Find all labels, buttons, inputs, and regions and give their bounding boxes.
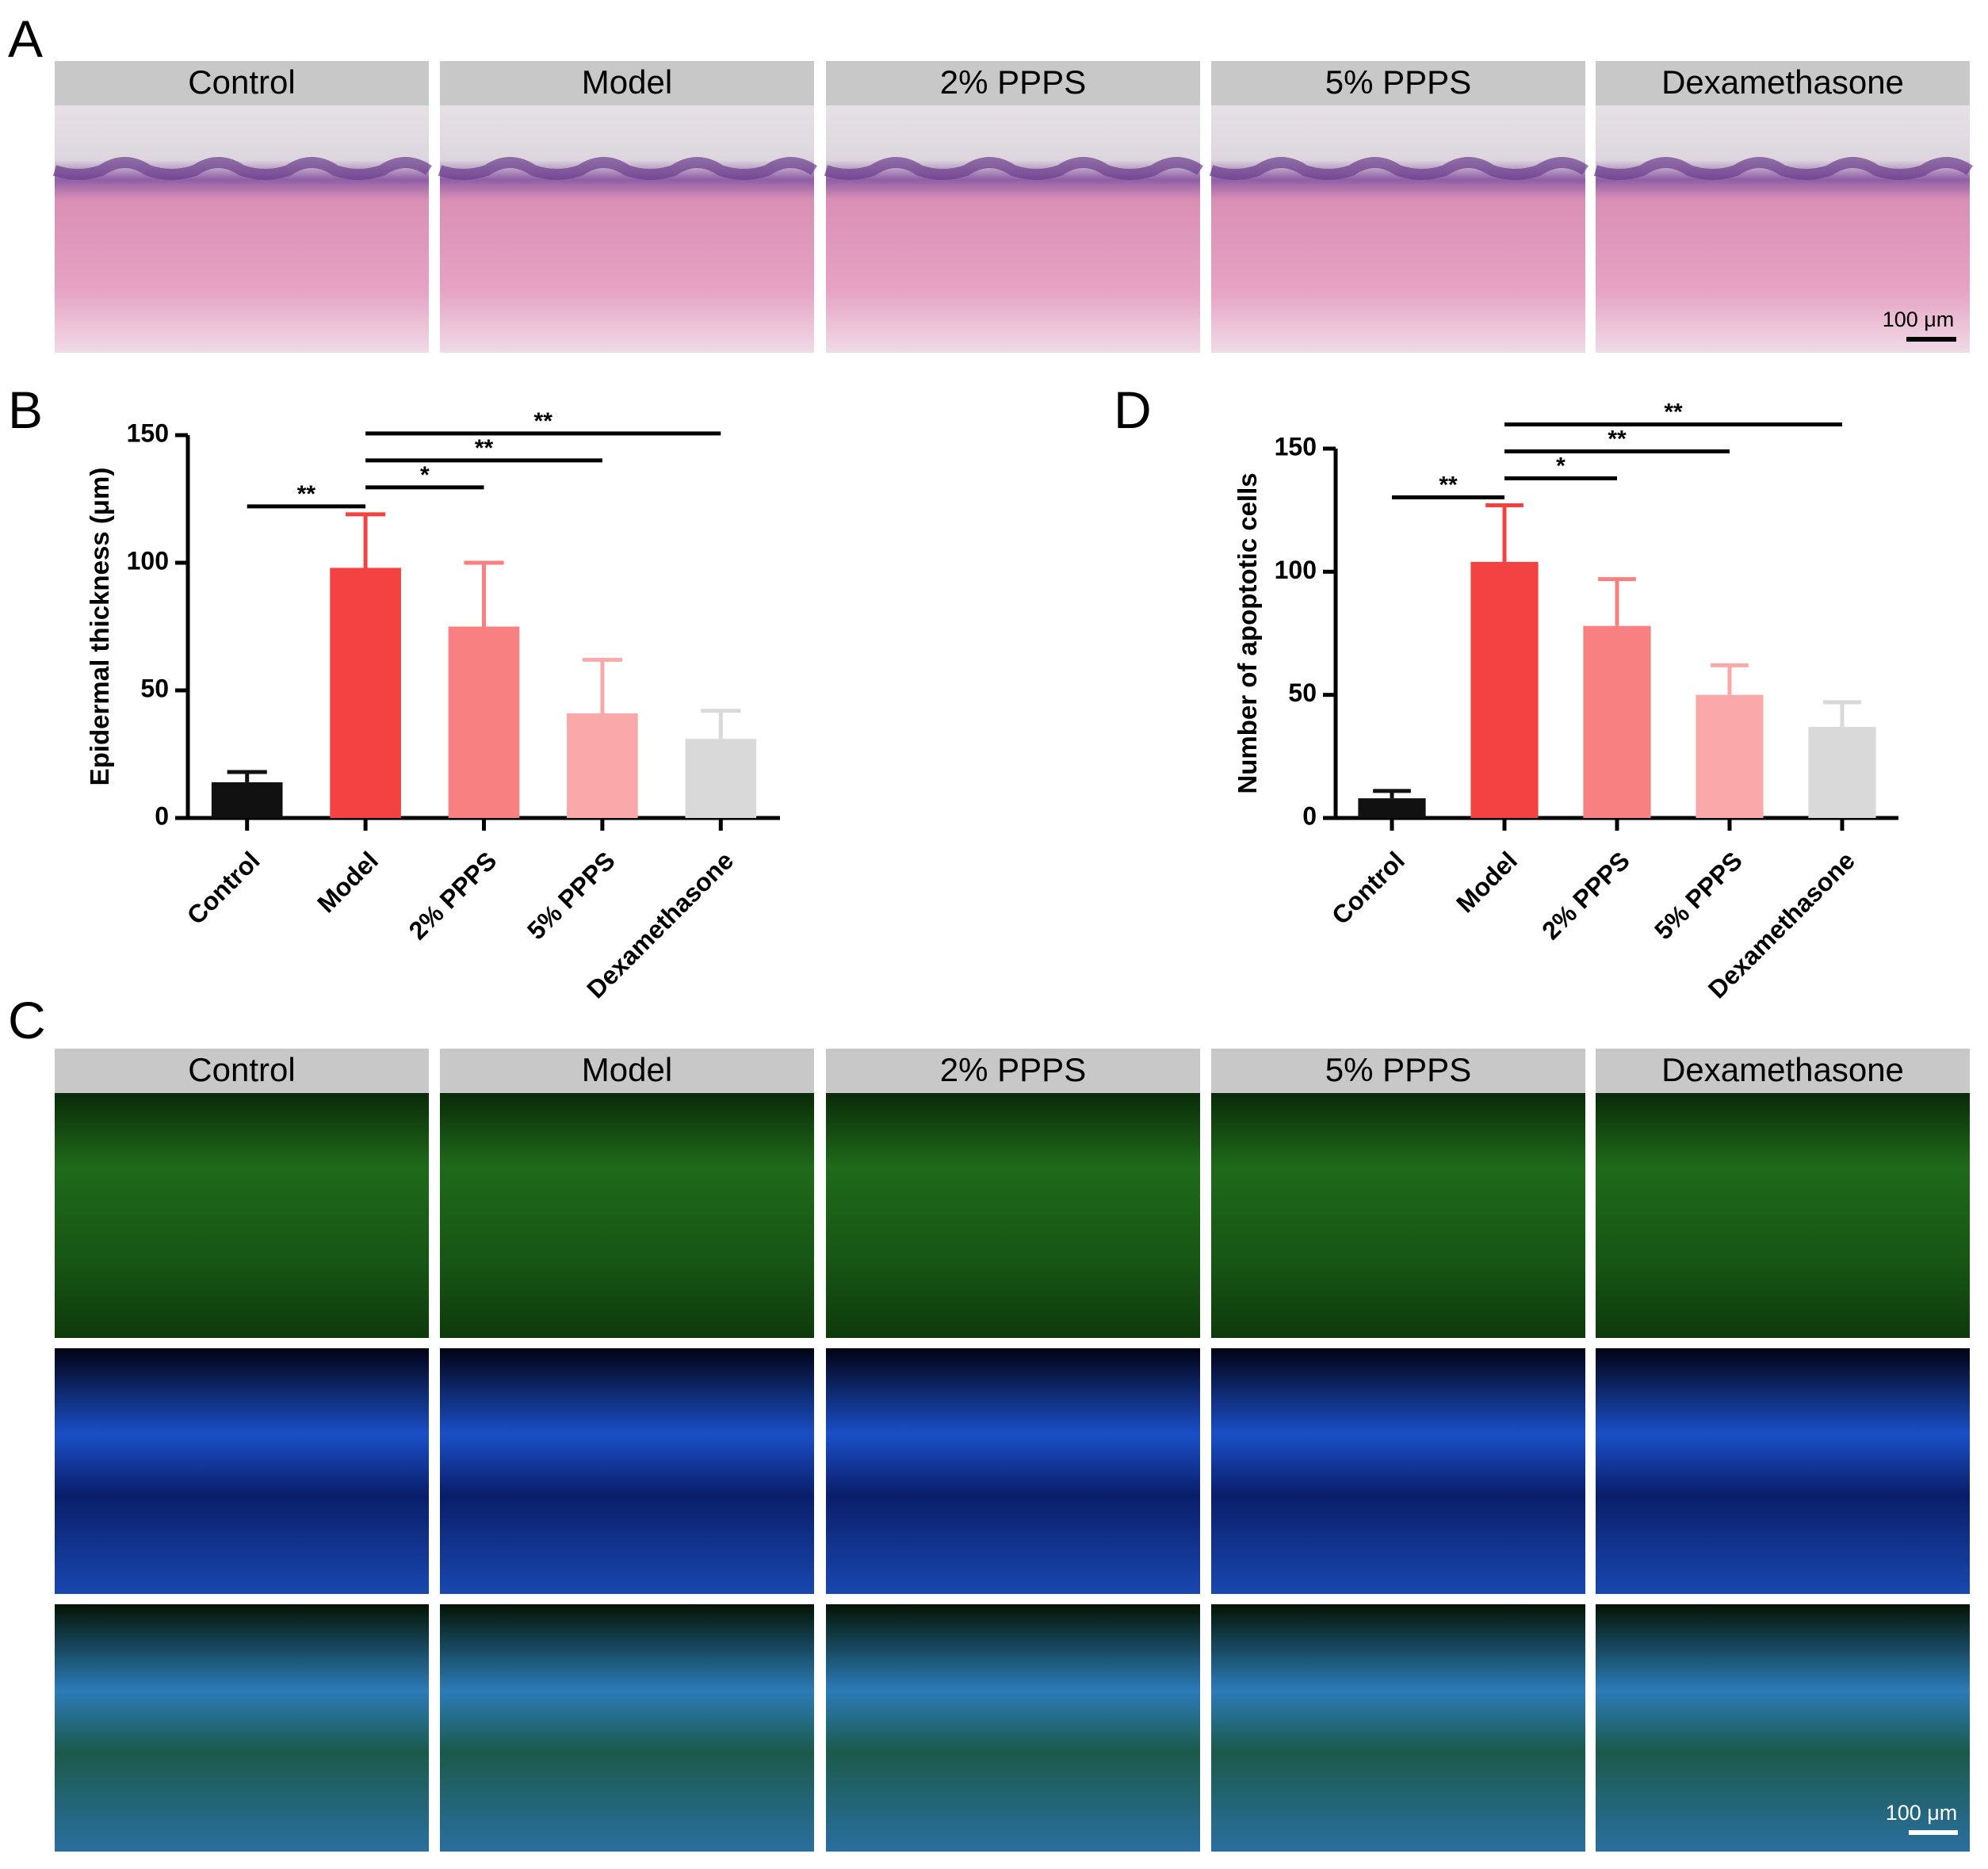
micrograph (1211, 1348, 1585, 1594)
micrograph (826, 105, 1200, 353)
micrograph (440, 105, 814, 353)
header-bar (826, 61, 1200, 105)
micrograph (440, 1348, 814, 1594)
header-bar (55, 61, 429, 105)
header-bar (1211, 61, 1585, 105)
scale-bar-label: 100 μm (1886, 1801, 1958, 1825)
header-bar (1596, 61, 1970, 105)
y-tick-label: 100 (127, 546, 169, 575)
panel-header: 5% PPPS (1325, 63, 1471, 101)
significance-label: ** (534, 408, 553, 434)
header-bar (440, 1049, 814, 1093)
x-tick-label: Control (1326, 846, 1410, 930)
epidermis (1209, 157, 1588, 180)
bar (1358, 798, 1426, 818)
bar (567, 713, 638, 818)
x-tick-label: 2% PPPS (403, 846, 503, 945)
significance-label: * (420, 462, 430, 488)
micrograph (1596, 1093, 1970, 1338)
panel-letter: B (8, 380, 43, 439)
y-tick-label: 50 (140, 674, 169, 702)
panel-letter: C (8, 991, 46, 1049)
y-tick-label: 0 (1302, 801, 1317, 830)
header-bar (440, 61, 814, 105)
bar (1696, 694, 1764, 818)
micrograph (55, 1093, 429, 1338)
panel-header: 2% PPPS (940, 1051, 1086, 1088)
y-tick-label: 0 (155, 801, 169, 830)
significance-label: ** (475, 435, 494, 461)
scale-bar-label: 100 μm (1883, 308, 1955, 331)
micrograph (1596, 1604, 1970, 1852)
header-bar (1596, 1049, 1970, 1093)
micrograph (1211, 1093, 1585, 1338)
x-tick-label: Control (182, 846, 266, 930)
bar (1470, 561, 1539, 818)
panel-header: Model (582, 1051, 672, 1088)
y-axis-label: Number of apoptotic cells (1233, 472, 1262, 793)
epidermis (824, 157, 1203, 180)
panel-header: Control (188, 63, 295, 101)
bar (685, 739, 757, 818)
micrograph (440, 1093, 814, 1338)
micrograph (1596, 105, 1970, 353)
panel-header: Dexamethasone (1661, 63, 1904, 101)
y-tick-label: 150 (127, 419, 169, 447)
panel-letter: A (8, 10, 43, 68)
epidermis (1593, 157, 1973, 180)
significance-label: ** (1608, 426, 1627, 452)
epidermis (438, 157, 817, 180)
micrograph (1211, 105, 1585, 353)
panel-header: 5% PPPS (1325, 1051, 1471, 1088)
micrograph (55, 105, 429, 353)
bar (1808, 727, 1876, 818)
x-tick-label: Model (312, 846, 384, 918)
significance-label: ** (1664, 399, 1683, 425)
significance-label: ** (297, 481, 316, 507)
header-bar (1211, 1049, 1585, 1093)
bar (1583, 625, 1651, 818)
y-axis-label: Epidermal thickness (μm) (85, 468, 114, 786)
bar (330, 568, 401, 818)
epidermis (52, 157, 432, 180)
header-bar (826, 1049, 1200, 1093)
y-tick-label: 50 (1288, 678, 1317, 707)
micrograph (1596, 1348, 1970, 1594)
micrograph (826, 1604, 1200, 1852)
y-tick-label: 150 (1275, 432, 1317, 461)
panel-header: 2% PPPS (940, 63, 1086, 101)
x-tick-label: 5% PPPS (522, 846, 621, 945)
micrograph (440, 1604, 814, 1852)
significance-label: * (1556, 453, 1566, 479)
panel-header: Control (188, 1051, 295, 1088)
micrograph (55, 1604, 429, 1852)
significance-label: ** (1439, 472, 1458, 498)
y-tick-label: 100 (1275, 556, 1317, 584)
panel-header: Dexamethasone (1661, 1051, 1904, 1088)
micrograph (55, 1348, 429, 1594)
x-tick-label: 2% PPPS (1536, 846, 1635, 945)
micrograph (826, 1093, 1200, 1338)
panel-letter: D (1114, 380, 1152, 439)
x-tick-label: Model (1451, 846, 1523, 918)
panel-header: Model (582, 63, 672, 101)
micrograph (1211, 1604, 1585, 1852)
header-bar (55, 1049, 429, 1093)
bar (448, 626, 520, 818)
x-tick-label: 5% PPPS (1649, 846, 1748, 945)
micrograph (826, 1348, 1200, 1594)
bar (211, 782, 283, 818)
